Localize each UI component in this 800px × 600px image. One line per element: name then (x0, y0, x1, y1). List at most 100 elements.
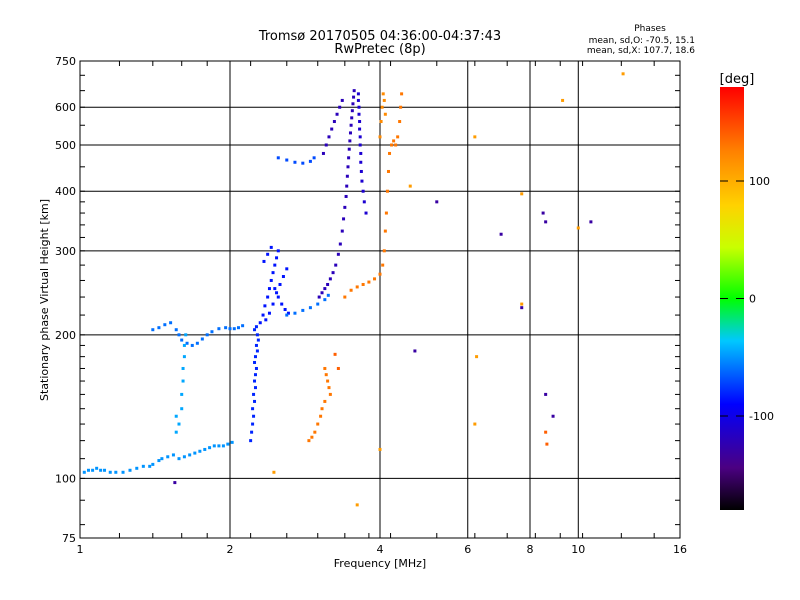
data-point (157, 326, 161, 330)
data-point (253, 386, 257, 390)
data-point (276, 295, 280, 299)
data-point (185, 341, 189, 345)
data-point (241, 324, 245, 328)
data-point (230, 440, 234, 444)
data-point (520, 192, 524, 196)
data-point (103, 468, 107, 472)
data-point (267, 287, 271, 291)
data-point (266, 295, 270, 299)
data-point (520, 306, 524, 310)
data-point (160, 457, 164, 461)
stats-heading: Phases (634, 24, 666, 34)
data-point (323, 399, 327, 403)
data-point (544, 392, 548, 396)
y-tick-label: 400 (55, 185, 76, 198)
data-point (173, 481, 177, 485)
data-point (182, 343, 186, 347)
data-point (275, 291, 279, 295)
data-point (285, 158, 289, 162)
data-point (273, 263, 277, 267)
x-tick-label: 4 (377, 543, 384, 556)
data-point (317, 295, 321, 299)
data-point (576, 226, 580, 230)
data-point (398, 120, 402, 124)
data-point (382, 98, 386, 102)
data-point (338, 105, 342, 109)
data-point (338, 242, 342, 246)
data-point (273, 287, 277, 291)
data-point (435, 200, 439, 204)
data-point (121, 470, 125, 474)
data-point (323, 287, 327, 291)
colorbar-tick-label: -100 (749, 410, 774, 423)
x-tick-label: 10 (571, 543, 585, 556)
data-point (340, 98, 344, 102)
data-point (327, 386, 331, 390)
data-point (358, 127, 362, 131)
data-point (307, 439, 311, 443)
data-point (281, 275, 285, 279)
data-point (589, 220, 593, 224)
data-point (378, 135, 382, 139)
data-point (177, 333, 181, 337)
colorbar-tick-label: 100 (749, 175, 770, 188)
data-point (399, 105, 403, 109)
data-point (343, 205, 347, 209)
data-point (151, 462, 155, 466)
data-point (327, 135, 331, 139)
data-point (383, 229, 387, 233)
data-point (520, 302, 524, 306)
data-point (271, 271, 275, 275)
data-point (361, 189, 365, 193)
data-point (621, 72, 625, 76)
data-point (343, 295, 347, 299)
data-point (276, 156, 280, 160)
grid-lines (80, 61, 680, 538)
data-point (285, 267, 289, 271)
data-point (286, 311, 290, 315)
data-point (180, 407, 184, 411)
colorbar-ticks: 100 0 -100 (720, 175, 774, 423)
data-point (355, 503, 359, 507)
data-point (293, 311, 297, 315)
data-point (99, 468, 103, 472)
data-point (203, 447, 207, 451)
data-point (171, 453, 175, 457)
data-point (347, 147, 351, 151)
y-tick-label: 100 (55, 472, 76, 485)
data-point (114, 470, 118, 474)
data-point (357, 105, 361, 109)
data-point (382, 249, 386, 253)
data-point (351, 102, 355, 106)
data-point (285, 313, 289, 317)
data-point (364, 211, 368, 215)
data-point (336, 252, 340, 256)
data-point (254, 343, 258, 347)
data-point (545, 442, 549, 446)
y-tick-label: 75 (62, 532, 76, 545)
data-point (310, 435, 314, 439)
data-point (262, 259, 266, 263)
data-point (266, 252, 270, 256)
y-tick-label: 750 (55, 55, 76, 68)
data-point (254, 325, 258, 329)
data-point (276, 249, 280, 253)
data-point (135, 466, 139, 470)
data-point (253, 360, 257, 364)
data-point (252, 414, 256, 418)
data-point (200, 337, 204, 341)
data-point (323, 298, 327, 302)
data-point (181, 379, 185, 383)
data-point (352, 89, 356, 93)
data-point (392, 139, 396, 143)
data-point (400, 92, 404, 96)
data-point (251, 407, 255, 411)
y-tick-label: 600 (55, 101, 76, 114)
data-point (359, 160, 363, 164)
data-point (205, 333, 209, 337)
y-tick-label: 200 (55, 329, 76, 342)
data-point (180, 338, 184, 342)
data-point (332, 120, 336, 124)
data-point (212, 444, 216, 448)
